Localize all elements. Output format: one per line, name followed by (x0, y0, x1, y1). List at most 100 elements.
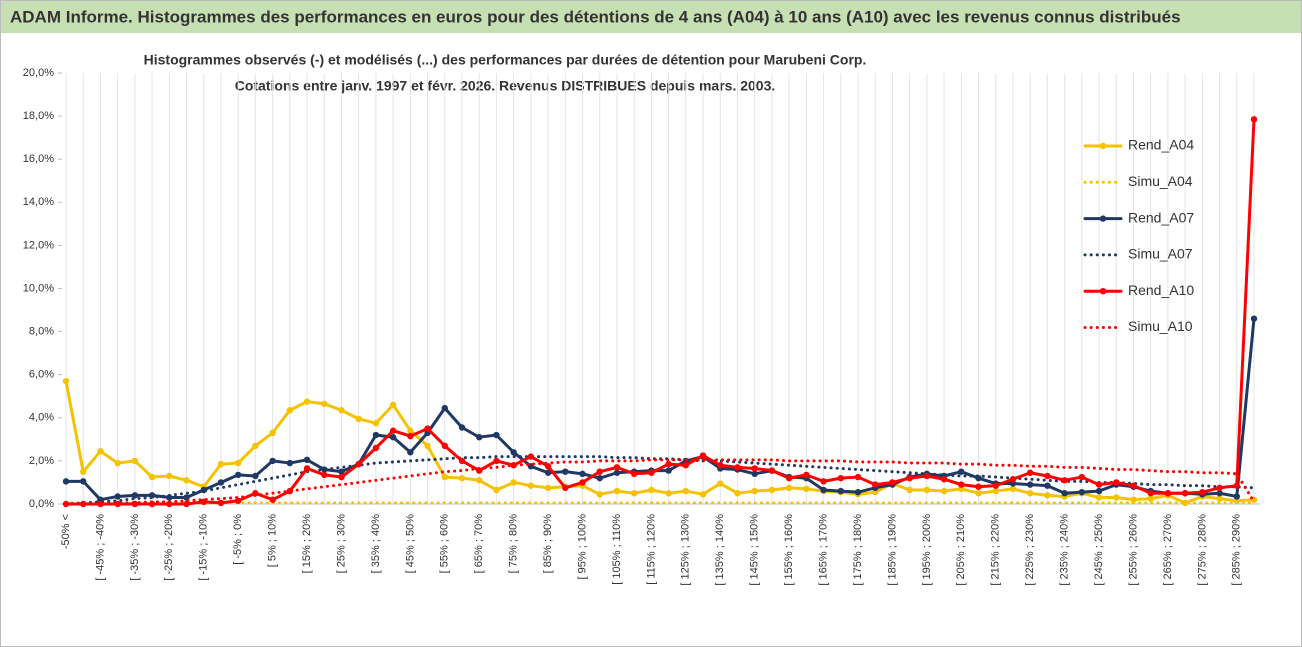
data-point (493, 457, 500, 465)
data-point (768, 486, 776, 494)
x-tick-label: -50% < (60, 514, 72, 549)
data-point (648, 469, 655, 476)
y-tick-label: 6,0% (29, 369, 54, 381)
legend-label: Rend_A10 (1128, 282, 1194, 298)
x-tick-label: [ 15% ; 20% (301, 514, 313, 574)
x-tick-label: [ 205% ; 210% (955, 514, 967, 586)
data-point (458, 424, 466, 431)
data-point (544, 469, 552, 476)
data-point (114, 493, 121, 500)
x-tick-label: [ -45% ; -40% (94, 514, 106, 581)
data-point (458, 474, 466, 482)
data-point (596, 491, 603, 498)
data-point (407, 432, 414, 440)
data-point (958, 481, 965, 488)
legend-swatch-dot (1099, 215, 1107, 222)
y-tick-label: 4,0% (29, 412, 54, 424)
x-tick-label: [ -35% ; -30% (129, 514, 141, 581)
data-point (665, 490, 672, 497)
x-tick-label: [ -5% ; 0% (232, 514, 244, 565)
data-point (751, 470, 758, 478)
legend-label: Rend_A07 (1128, 209, 1194, 225)
data-point (217, 460, 225, 468)
data-point (527, 453, 535, 460)
data-point (458, 457, 466, 465)
data-point (1026, 490, 1034, 497)
y-tick-label: 14,0% (23, 196, 54, 208)
y-tick-label: 12,0% (23, 239, 54, 251)
data-point (183, 477, 190, 484)
data-point (303, 398, 311, 405)
data-point (476, 477, 483, 484)
data-point (527, 482, 535, 489)
data-point (734, 490, 741, 497)
data-point (803, 485, 810, 493)
data-point (1095, 481, 1103, 488)
x-tick-label: [ -25% ; -20% (163, 514, 175, 581)
data-point (1164, 490, 1172, 497)
x-tick-label: [ 25% ; 30% (335, 514, 347, 574)
data-point (1233, 493, 1240, 500)
data-point (217, 479, 225, 486)
data-point (785, 474, 793, 482)
data-point (131, 457, 139, 465)
data-point (1216, 495, 1223, 502)
data-point (1181, 499, 1189, 507)
data-point (166, 494, 173, 501)
chart-subtitle: Cotations entre janv. 1997 et févr. 2026… (235, 78, 776, 94)
chart-title: ADAM Informe. Histogrammes des performan… (10, 7, 1181, 26)
data-point (1130, 496, 1137, 503)
data-point (1078, 488, 1086, 496)
x-tick-label: [ 275% ; 280% (1196, 514, 1208, 586)
data-point (355, 460, 362, 468)
data-point (1095, 487, 1103, 495)
data-line (64, 317, 1256, 502)
data-point (234, 497, 242, 504)
data-point (510, 479, 517, 486)
data-point (286, 407, 294, 414)
data-point (872, 481, 879, 488)
data-point (854, 473, 862, 481)
data-point (596, 468, 603, 475)
data-point (389, 433, 397, 441)
data-point (923, 486, 931, 494)
x-tick-label: [ 35% ; 40% (370, 514, 382, 574)
data-point (389, 401, 397, 409)
x-tick-label: [ 95% ; 100% (576, 514, 588, 580)
x-tick-label: [ 265% ; 270% (1162, 514, 1174, 586)
data-point (734, 464, 741, 471)
data-point (1044, 492, 1051, 499)
data-point (1113, 494, 1120, 501)
data-point (751, 487, 758, 495)
legend-swatch-dot (1099, 142, 1107, 150)
data-point (510, 449, 517, 456)
data-point (183, 494, 190, 501)
x-tick-label: [ 185% ; 190% (886, 514, 898, 586)
data-point (682, 487, 690, 495)
legend-label: Simu_A04 (1128, 173, 1193, 189)
data-point (630, 470, 638, 478)
data-point (665, 460, 672, 468)
data-point (269, 496, 276, 503)
data-point (940, 487, 948, 495)
data-point (820, 486, 827, 494)
x-tick-label: [ 85% ; 90% (542, 514, 554, 574)
data-point (148, 473, 156, 481)
data-point (80, 468, 87, 475)
x-tick-label: [ 45% ; 50% (404, 514, 416, 574)
x-tick-label: [ 215% ; 220% (990, 514, 1002, 586)
data-point (1044, 482, 1051, 489)
y-tick-label: 10,0% (23, 282, 54, 294)
legend-label: Simu_A07 (1128, 246, 1193, 262)
data-point (372, 431, 380, 439)
y-tick-label: 8,0% (29, 326, 54, 338)
data-point (114, 459, 121, 467)
data-point (699, 491, 707, 498)
data-point (544, 484, 552, 492)
data-point (906, 474, 913, 482)
y-tick-label: 20,0% (23, 67, 54, 79)
data-point (992, 487, 999, 495)
data-point (1009, 485, 1017, 493)
x-tick-label: [ 65% ; 70% (473, 514, 485, 574)
data-point (252, 472, 259, 480)
